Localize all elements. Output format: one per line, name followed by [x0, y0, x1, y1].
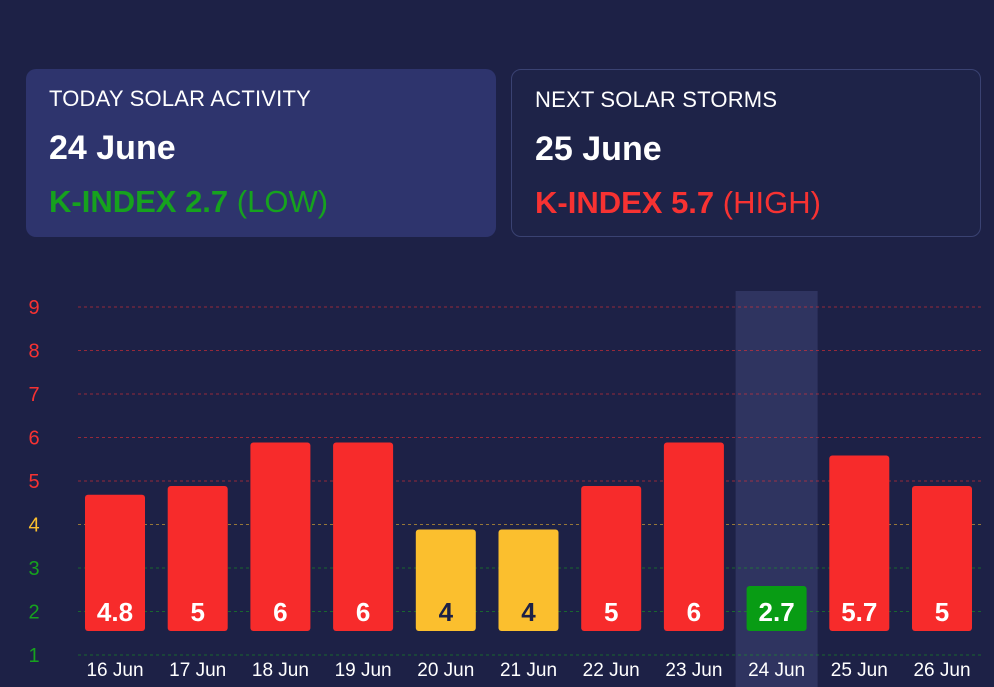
- next-k-index-level: (HIGH): [722, 185, 821, 220]
- x-tick-label: 26 Jun: [913, 660, 970, 681]
- bar-value-label: 4: [439, 597, 454, 627]
- today-solar-activity-card: TODAY SOLAR ACTIVITY 24 June K-INDEX 2.7…: [26, 69, 496, 237]
- x-tick-label: 24 Jun: [748, 660, 805, 681]
- today-k-index: K-INDEX 2.7 (LOW): [49, 184, 473, 220]
- bar: [829, 455, 890, 631]
- bar-value-label: 5: [935, 597, 949, 627]
- bar: [167, 486, 228, 631]
- next-solar-storms-card: NEXT SOLAR STORMS 25 June K-INDEX 5.7 (H…: [511, 69, 981, 237]
- y-tick-label: 3: [28, 558, 39, 580]
- bar: [663, 442, 724, 631]
- bar: [85, 494, 145, 631]
- y-tick-label: 6: [28, 428, 39, 450]
- x-tick-label: 22 Jun: [583, 660, 640, 681]
- bar: [498, 529, 559, 631]
- bar: [250, 442, 311, 631]
- bar: [333, 442, 394, 631]
- y-tick-label: 9: [28, 297, 39, 319]
- bar-value-label: 6: [356, 597, 370, 627]
- bar-value-label: 2.7: [759, 597, 795, 627]
- y-tick-label: 7: [28, 384, 39, 406]
- next-k-index-value: K-INDEX 5.7: [535, 185, 715, 220]
- bar-value-label: 6: [273, 597, 287, 627]
- x-tick-label: 18 Jun: [252, 660, 309, 681]
- y-tick-label: 4: [28, 515, 39, 537]
- x-tick-label: 19 Jun: [335, 660, 392, 681]
- today-k-index-value: K-INDEX 2.7: [49, 184, 229, 219]
- today-card-title: TODAY SOLAR ACTIVITY: [49, 86, 311, 111]
- x-tick-label: 16 Jun: [86, 660, 143, 681]
- x-tick-label: 20 Jun: [417, 660, 474, 681]
- bar-value-label: 4: [521, 597, 536, 627]
- next-card-date: 25 June: [535, 130, 662, 168]
- bar: [581, 486, 642, 631]
- k-index-bar-chart: 1 2 3 4 5 6 7 8 9 4.8 16 Jun 5 17 Jun 6 18 Jun 6 19 Jun 4…: [28, 291, 982, 687]
- next-card-title: NEXT SOLAR STORMS: [535, 87, 778, 112]
- x-tick-label: 23 Jun: [665, 660, 722, 681]
- x-tick-label: 21 Jun: [500, 660, 557, 681]
- next-k-index: K-INDEX 5.7 (HIGH): [535, 185, 957, 221]
- bar-value-label: 6: [687, 597, 701, 627]
- y-tick-label: 5: [28, 471, 39, 493]
- x-tick-label: 17 Jun: [169, 660, 226, 681]
- bar-value-label: 5.7: [841, 597, 877, 627]
- y-tick-label: 1: [28, 645, 39, 667]
- x-tick-label: 25 Jun: [831, 660, 888, 681]
- bar-value-label: 5: [190, 597, 204, 627]
- bar: [746, 586, 807, 631]
- today-k-index-level: (LOW): [236, 184, 329, 219]
- y-tick-label: 2: [28, 602, 39, 624]
- today-card-date: 24 June: [49, 129, 176, 167]
- bar: [912, 486, 972, 631]
- bar: [415, 529, 476, 631]
- y-tick-label: 8: [28, 341, 39, 363]
- bar-value-label: 4.8: [97, 597, 133, 627]
- bar-value-label: 5: [604, 597, 618, 627]
